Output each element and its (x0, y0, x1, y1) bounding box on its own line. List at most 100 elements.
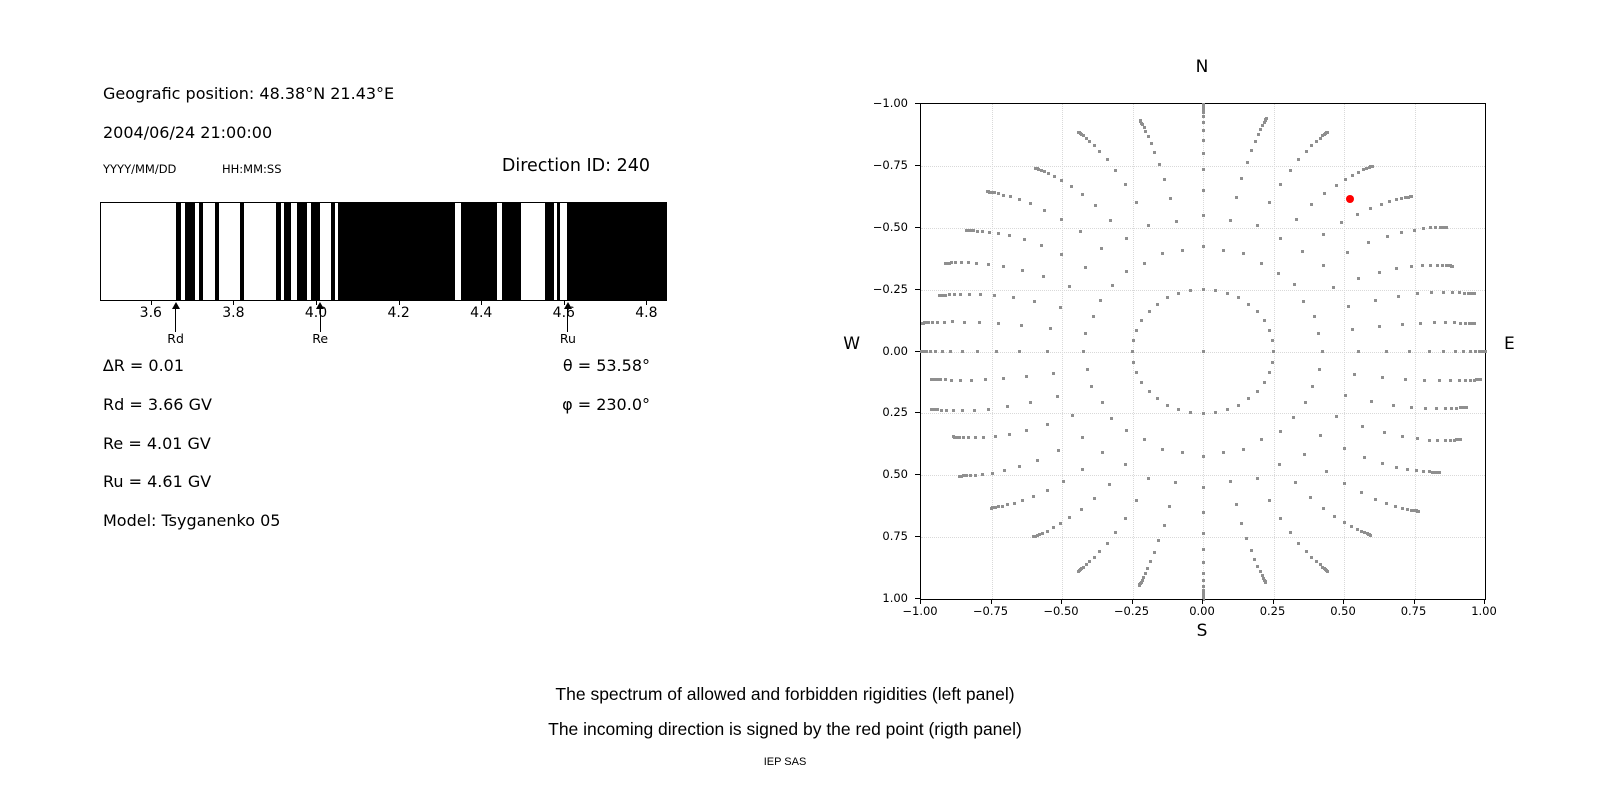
scatter-dot (969, 378, 973, 382)
scatter-dot (1458, 406, 1462, 410)
scatter-dot (1400, 196, 1404, 200)
scatter-dot (1474, 350, 1477, 353)
scatter-dot (944, 261, 947, 265)
scatter-dot (1046, 350, 1050, 353)
scatter-dot (1011, 296, 1015, 300)
rigidity-arrow-label: Rd (167, 331, 184, 346)
scatter-dot (1400, 230, 1404, 234)
scatter-dot (1051, 526, 1055, 530)
scatter-dot (987, 407, 991, 411)
scatter-dot (1069, 185, 1073, 189)
scatter-dot (1025, 429, 1029, 433)
scatter-dot (1380, 461, 1384, 465)
scatter-dot (959, 261, 963, 265)
scatter-dot (1415, 469, 1419, 473)
scatter-dot (938, 294, 942, 298)
scatter-dot (1201, 168, 1205, 172)
scatter-dot (1325, 569, 1329, 573)
scatter-dot (1321, 565, 1325, 569)
scatter-dot (1201, 115, 1205, 119)
forbidden-interval-bar (501, 203, 521, 300)
scatter-dot (1006, 405, 1010, 409)
scatter-dot (943, 378, 947, 382)
scatter-dot (922, 350, 926, 353)
scatter-dot (1431, 470, 1435, 474)
scatter-dot (1147, 476, 1151, 480)
x-axis-tick (646, 300, 648, 305)
scatter-dot (981, 472, 985, 476)
scatter-dot (1447, 264, 1451, 268)
y-axis-tick (915, 474, 920, 476)
scatter-dot (1260, 261, 1264, 265)
scatter-dot (987, 262, 991, 266)
scatter-dot (1344, 177, 1347, 181)
scatter-dot (1124, 183, 1128, 187)
forbidden-interval-bar (296, 203, 308, 300)
scatter-dot (1342, 446, 1346, 450)
scatter-dot (1450, 407, 1454, 410)
scatter-dot (1108, 218, 1112, 222)
date-format-hint: YYYY/MM/DD (103, 162, 177, 176)
scatter-dot (1081, 134, 1085, 138)
scatter-dot (1201, 213, 1205, 217)
geographic-position-text: Geografic position: 48.38°N 21.43°E (103, 84, 395, 103)
scatter-dot (1098, 549, 1102, 553)
scatter-dot (1380, 202, 1383, 206)
scatter-dot (1157, 162, 1161, 166)
scatter-dot (1455, 406, 1459, 410)
scatter-dot (992, 191, 996, 195)
scatter-dot (952, 409, 956, 412)
scatter-dot (930, 407, 934, 411)
scatter-dot (1370, 164, 1374, 168)
y-axis-tick (915, 288, 920, 290)
x-axis-tick-label: 0.25 (1259, 604, 1286, 618)
scatter-dot (1472, 378, 1476, 382)
scatter-dot (1082, 350, 1086, 353)
scatter-dot (968, 474, 972, 478)
scatter-dot (1234, 503, 1238, 507)
scatter-dot (1201, 110, 1205, 114)
scatter-dot (1272, 350, 1275, 353)
scatter-dot (1156, 397, 1160, 401)
scatter-dot (1302, 299, 1306, 303)
scatter-dot (1162, 523, 1166, 527)
scatter-dot (1051, 372, 1055, 376)
scatter-dot (1421, 227, 1425, 231)
scatter-dot (1037, 167, 1041, 171)
scatter-dot (975, 350, 979, 353)
scatter-dot (933, 408, 937, 411)
x-axis-tick-label: −1.00 (902, 604, 938, 618)
scatter-dot (1365, 532, 1369, 536)
scatter-dot (1174, 220, 1178, 223)
scatter-dot (1042, 170, 1046, 174)
scatter-dot (1260, 573, 1264, 577)
scatter-dot (1035, 534, 1039, 538)
scatter-dot (1245, 537, 1249, 541)
scatter-dot (941, 293, 945, 297)
scatter-dot (1156, 302, 1160, 306)
x-axis-tick-label: 4.8 (635, 305, 658, 321)
scatter-dot (1017, 350, 1021, 353)
scatter-dot (1077, 130, 1081, 134)
param-ru: Ru = 4.61 GV (103, 472, 212, 491)
scatter-dot (1035, 458, 1039, 462)
scatter-dot (990, 471, 994, 475)
scatter-dot (1406, 507, 1410, 511)
scatter-dot (978, 320, 981, 324)
scatter-dot (1124, 270, 1128, 274)
x-axis-tick-label: 4.2 (387, 305, 410, 321)
scatter-dot (1382, 431, 1386, 435)
scatter-dot (1353, 372, 1357, 376)
scatter-dot (1261, 576, 1265, 580)
scatter-dot (1278, 236, 1282, 240)
scatter-dot (1047, 172, 1051, 176)
scatter-dot (1142, 438, 1146, 442)
forbidden-interval-bar (557, 203, 560, 300)
scatter-dot (1385, 501, 1389, 505)
scatter-dot (1459, 321, 1463, 325)
y-axis-tick-label: 1.00 (882, 591, 908, 605)
scatter-dot (1017, 465, 1021, 468)
scatter-dot (1429, 226, 1432, 230)
scatter-dot (1258, 570, 1262, 573)
scatter-dot (1450, 291, 1454, 294)
